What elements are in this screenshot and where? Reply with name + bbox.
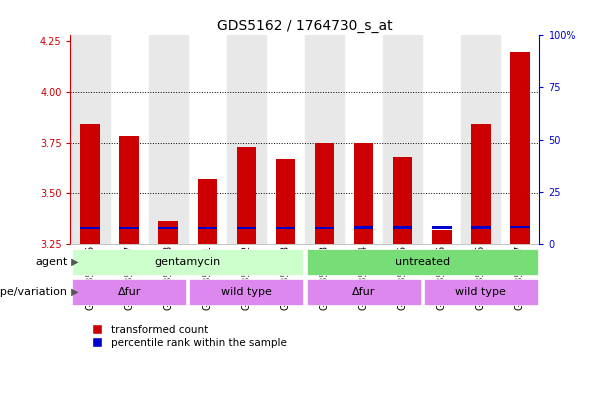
FancyBboxPatch shape [72,249,303,275]
Text: Δfur: Δfur [352,287,375,297]
FancyBboxPatch shape [424,279,538,305]
Bar [237,147,256,244]
Bar [354,226,373,229]
Text: ▶: ▶ [68,257,78,267]
Bar [510,51,530,244]
Bar [197,179,217,244]
Bar [432,226,452,229]
Bar [383,35,422,244]
Bar [314,227,334,229]
Bar [70,35,110,244]
Bar [354,143,373,244]
Legend: transformed count, percentile rank within the sample: transformed count, percentile rank withi… [88,321,291,352]
Bar [471,124,490,244]
Bar [471,226,490,229]
Bar [462,35,500,244]
Text: wild type: wild type [455,287,506,297]
Bar [305,35,344,244]
Bar [432,230,452,244]
Bar [80,227,100,230]
Bar [149,35,188,244]
Bar [237,227,256,229]
Bar [80,124,100,244]
Bar [276,227,295,229]
Text: genotype/variation: genotype/variation [0,287,67,297]
Bar [393,157,413,244]
Bar [276,159,295,244]
Bar [314,143,334,244]
Title: GDS5162 / 1764730_s_at: GDS5162 / 1764730_s_at [217,19,393,33]
Bar [393,226,413,229]
Text: wild type: wild type [221,287,272,297]
Bar [120,227,139,230]
Bar [158,227,178,230]
Text: untreated: untreated [395,257,450,267]
Bar [510,226,530,228]
Bar [158,221,178,244]
Text: gentamycin: gentamycin [154,257,221,267]
Text: agent: agent [35,257,67,267]
Bar [227,35,266,244]
Bar [120,136,139,244]
Text: ▶: ▶ [68,287,78,297]
Bar [197,227,217,229]
FancyBboxPatch shape [72,279,186,305]
FancyBboxPatch shape [306,279,421,305]
FancyBboxPatch shape [189,279,303,305]
Text: Δfur: Δfur [118,287,141,297]
FancyBboxPatch shape [306,249,538,275]
